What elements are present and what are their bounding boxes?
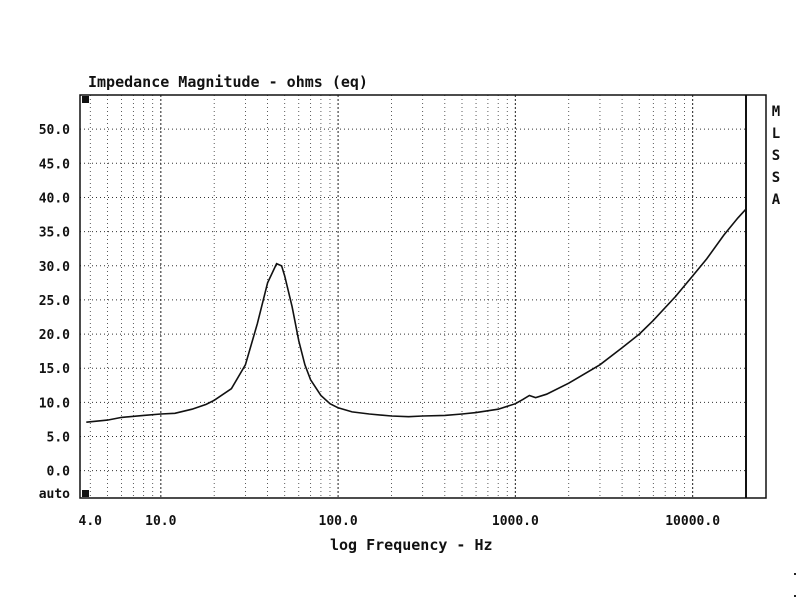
major-grid [80, 95, 746, 498]
y-tick-label: 0.0 [47, 465, 71, 480]
x-tick-label: 10.0 [145, 514, 176, 529]
bottom-left-marker [82, 490, 89, 497]
y-tick-label: 40.0 [39, 191, 70, 206]
side-letter: L [771, 126, 781, 142]
y-auto-label: auto [39, 487, 70, 502]
y-tick-label: 50.0 [39, 123, 70, 138]
x-tick-label: 100.0 [319, 514, 358, 529]
y-tick-label: 20.0 [39, 328, 70, 343]
y-tick-label: 10.0 [39, 396, 70, 411]
plot-frame [79, 94, 767, 499]
minor-grid [89, 95, 685, 498]
side-letter: S [771, 148, 781, 164]
x-tick-label: 10000.0 [665, 514, 720, 529]
corner-dot [794, 573, 796, 575]
x-axis-label: log Frequency - Hz [330, 536, 493, 554]
top-left-marker [82, 96, 89, 103]
impedance-series-line [86, 208, 747, 423]
y-tick-labels: 50.0 45.0 40.0 35.0 30.0 25.0 20.0 15.0 10.0 5.0 0… [39, 123, 70, 502]
side-letter: M [771, 104, 781, 120]
chart-title: Impedance Magnitude - ohms (eq) [88, 73, 368, 91]
side-letter: A [771, 192, 781, 208]
y-tick-label: 30.0 [39, 260, 70, 275]
y-tick-label: 5.0 [47, 431, 71, 446]
y-tick-label: 45.0 [39, 157, 70, 172]
x-tick-label: 1000.0 [492, 514, 539, 529]
y-tick-label: 15.0 [39, 362, 70, 377]
side-label: M L S S A [768, 101, 784, 211]
y-tick-label: 25.0 [39, 294, 70, 309]
y-tick-label: 35.0 [39, 226, 70, 241]
x-tick-label: 4.0 [79, 514, 103, 529]
x-tick-labels: 4.0 10.0 100.0 1000.0 10000.0 [79, 514, 721, 529]
side-letter: S [771, 170, 781, 186]
corner-dot [794, 595, 796, 597]
